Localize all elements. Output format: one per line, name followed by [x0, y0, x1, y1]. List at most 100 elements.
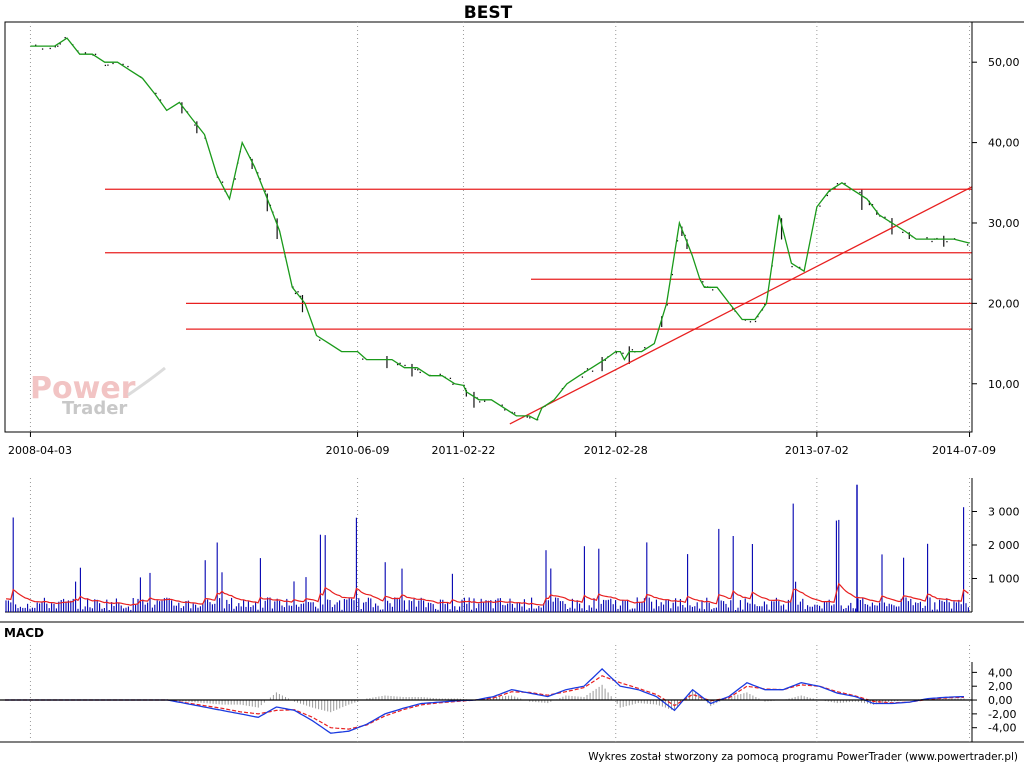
price-tick: [884, 216, 886, 218]
price-tick: [59, 43, 61, 45]
price-tick: [791, 265, 793, 268]
price-tick: [946, 241, 948, 243]
price-tick: [604, 359, 606, 361]
price-tick: [526, 416, 528, 418]
price-tick: [749, 321, 752, 323]
price-tick: [399, 362, 401, 364]
macd-grid: [29, 645, 971, 742]
price-tick: [264, 190, 267, 192]
macd-line: [5, 667, 965, 734]
price-tick: [449, 377, 452, 380]
price-tick: [764, 303, 766, 305]
price-tick: [819, 205, 821, 207]
price-tick: [41, 48, 44, 50]
price-tick: [622, 352, 624, 354]
price-tick: [259, 178, 261, 180]
price-tick: [319, 339, 321, 341]
price-tick: [826, 194, 829, 197]
price-tick: [294, 292, 297, 295]
price-tick: [362, 358, 364, 360]
price-tick: [419, 371, 421, 374]
price-tick: [35, 44, 37, 46]
trendline: [509, 186, 973, 425]
macd-tick-label: 0,00: [988, 694, 1013, 707]
x-tick-label: 2010-06-09: [326, 444, 390, 457]
price-tick: [684, 234, 686, 237]
price-tick: [966, 244, 969, 246]
chart-title: BEST: [464, 3, 513, 23]
price-y-axis: 10,00 20,00 30,00 40,00 50,00: [971, 48, 1020, 432]
price-tick: [417, 369, 419, 371]
price-tick: [396, 363, 399, 366]
price-tick: [799, 266, 801, 269]
price-tick: [844, 182, 846, 185]
price-series-line: [30, 37, 970, 421]
volume-average-line: [5, 582, 969, 606]
y-tick-label: 30,00: [988, 217, 1020, 230]
price-tick: [49, 47, 51, 50]
price-tick: [834, 187, 836, 190]
price-tick: [54, 46, 56, 48]
y-tick-label: 20,00: [988, 297, 1020, 310]
price-tick: [483, 400, 486, 402]
x-tick-label: 2011-02-22: [431, 444, 495, 457]
x-tick-label: 2014-07-09: [932, 444, 996, 457]
volume-tick-label: 3 000: [988, 506, 1020, 519]
price-tick: [586, 368, 589, 370]
price-tick: [581, 376, 584, 378]
price-tick: [452, 383, 454, 385]
price-tick: [112, 62, 114, 65]
price-tick: [931, 240, 933, 243]
price-tick: [871, 204, 874, 206]
price-tick: [501, 404, 503, 406]
price-tick: [702, 281, 704, 283]
price-tick: [94, 53, 97, 55]
volume-tick-label: 2 000: [988, 539, 1020, 552]
price-tick: [644, 347, 646, 349]
macd-tick-label: -4,00: [988, 722, 1016, 735]
footer-credit: Wykres został stworzony za pomocą progra…: [588, 751, 1018, 763]
price-tick: [671, 273, 674, 276]
price-tick: [926, 237, 928, 239]
x-tick-label: 2013-07-02: [785, 444, 849, 457]
price-panel-frame: [4, 21, 973, 433]
watermark-trader: Trader: [62, 398, 127, 419]
macd-signal-line: [5, 675, 965, 730]
y-tick-label: 40,00: [988, 137, 1020, 150]
macd-title: MACD: [4, 626, 44, 640]
price-tick: [902, 231, 904, 234]
macd-tick-label: -2,00: [988, 708, 1016, 721]
price-tick: [513, 412, 516, 414]
price-tick: [439, 373, 441, 376]
y-tick-label: 10,00: [988, 378, 1020, 391]
volume-tick-label: 1 000: [988, 573, 1020, 586]
price-tick: [836, 183, 839, 185]
x-tick-label: 2012-02-28: [584, 444, 648, 457]
price-tick: [754, 320, 757, 323]
macd-y-axis: 4,002,000,00-2,00-4,00: [0, 666, 1016, 735]
price-tick: [676, 240, 679, 242]
price-tick: [615, 352, 618, 354]
volume-y-axis: 1 000 2 000 3 000: [972, 506, 1020, 586]
price-tick: [104, 64, 107, 67]
price-tick: [859, 191, 861, 194]
price-tick: [479, 401, 481, 403]
price-tick: [504, 409, 506, 411]
volume-grid: [29, 478, 971, 612]
watermark-swoosh: [127, 366, 166, 397]
volume-bars: [5, 484, 969, 612]
price-grid: [29, 22, 971, 432]
price-tick: [194, 124, 196, 126]
price-tick: [84, 52, 87, 54]
price-tick: [414, 368, 416, 370]
price-tick: [107, 64, 109, 66]
price-candles: [35, 36, 969, 421]
macd-tick-label: 2,00: [988, 680, 1013, 693]
price-tick: [299, 295, 302, 298]
price-tick: [257, 172, 259, 174]
support-resistance-lines: [105, 188, 972, 330]
price-tick: [297, 291, 299, 293]
price-tick: [221, 181, 224, 183]
price-tick: [757, 315, 759, 318]
